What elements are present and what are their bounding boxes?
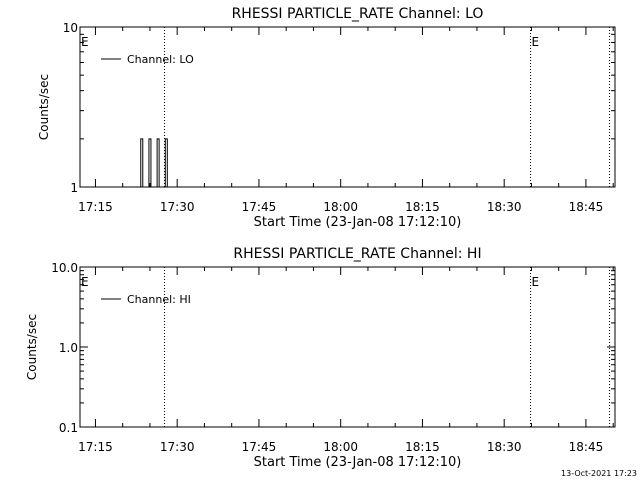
- x-tick-label: 17:30: [160, 200, 195, 214]
- event-marker-label: E: [532, 275, 540, 289]
- x-tick-label: 18:15: [405, 440, 440, 454]
- y-axis-label: Counts/sec: [25, 314, 39, 380]
- start-marker-label: E: [81, 275, 89, 289]
- chart-panel-2: RHESSI PARTICLE_RATE Channel: HI 0.1 1.0 10…: [25, 246, 616, 470]
- x-tick-label: 17:45: [242, 440, 277, 454]
- plot-frame: [79, 266, 616, 428]
- x-axis-label: Start Time (23-Jan-08 17:12:10): [254, 215, 462, 230]
- x-axis-label: Start Time (23-Jan-08 17:12:10): [254, 455, 462, 470]
- y-axis-label: Counts/sec: [37, 74, 51, 140]
- y-tick-label: 10.0: [51, 261, 78, 275]
- plot-frame: [79, 26, 616, 188]
- chart-panel-1: RHESSI PARTICLE_RATE Channel: LO 1 10 17:15…: [37, 6, 616, 230]
- x-tick-label: 18:45: [569, 200, 604, 214]
- legend-label: Channel: HI: [127, 293, 191, 306]
- y-tick-label: 1: [70, 181, 78, 195]
- x-tick-label: 17:15: [78, 440, 113, 454]
- y-tick-label: 0.1: [59, 421, 78, 435]
- data-spike: [156, 138, 160, 187]
- x-tick-label: 18:00: [323, 200, 358, 214]
- event-marker-label: E: [532, 35, 540, 49]
- start-marker-label: E: [81, 35, 89, 49]
- x-tick-label: 18:15: [405, 200, 440, 214]
- data-spike: [148, 138, 152, 187]
- x-tick-label: 18:30: [487, 200, 522, 214]
- x-tick-label: 18:00: [323, 440, 358, 454]
- data-spike: [164, 138, 168, 187]
- y-tick-label: 1.0: [59, 341, 78, 355]
- x-tick-label: 17:45: [242, 200, 277, 214]
- plot-timestamp: 13-Oct-2021 17:23: [561, 469, 637, 478]
- x-tick-label: 18:45: [569, 440, 604, 454]
- chart-title: RHESSI PARTICLE_RATE Channel: LO: [232, 6, 484, 22]
- data-spike: [140, 138, 144, 187]
- y-tick-label: 10: [63, 21, 78, 35]
- legend-label: Channel: LO: [127, 53, 194, 66]
- chart-title: RHESSI PARTICLE_RATE Channel: HI: [233, 246, 481, 262]
- x-tick-label: 17:30: [160, 440, 195, 454]
- x-tick-label: 17:15: [78, 200, 113, 214]
- x-tick-label: 18:30: [487, 440, 522, 454]
